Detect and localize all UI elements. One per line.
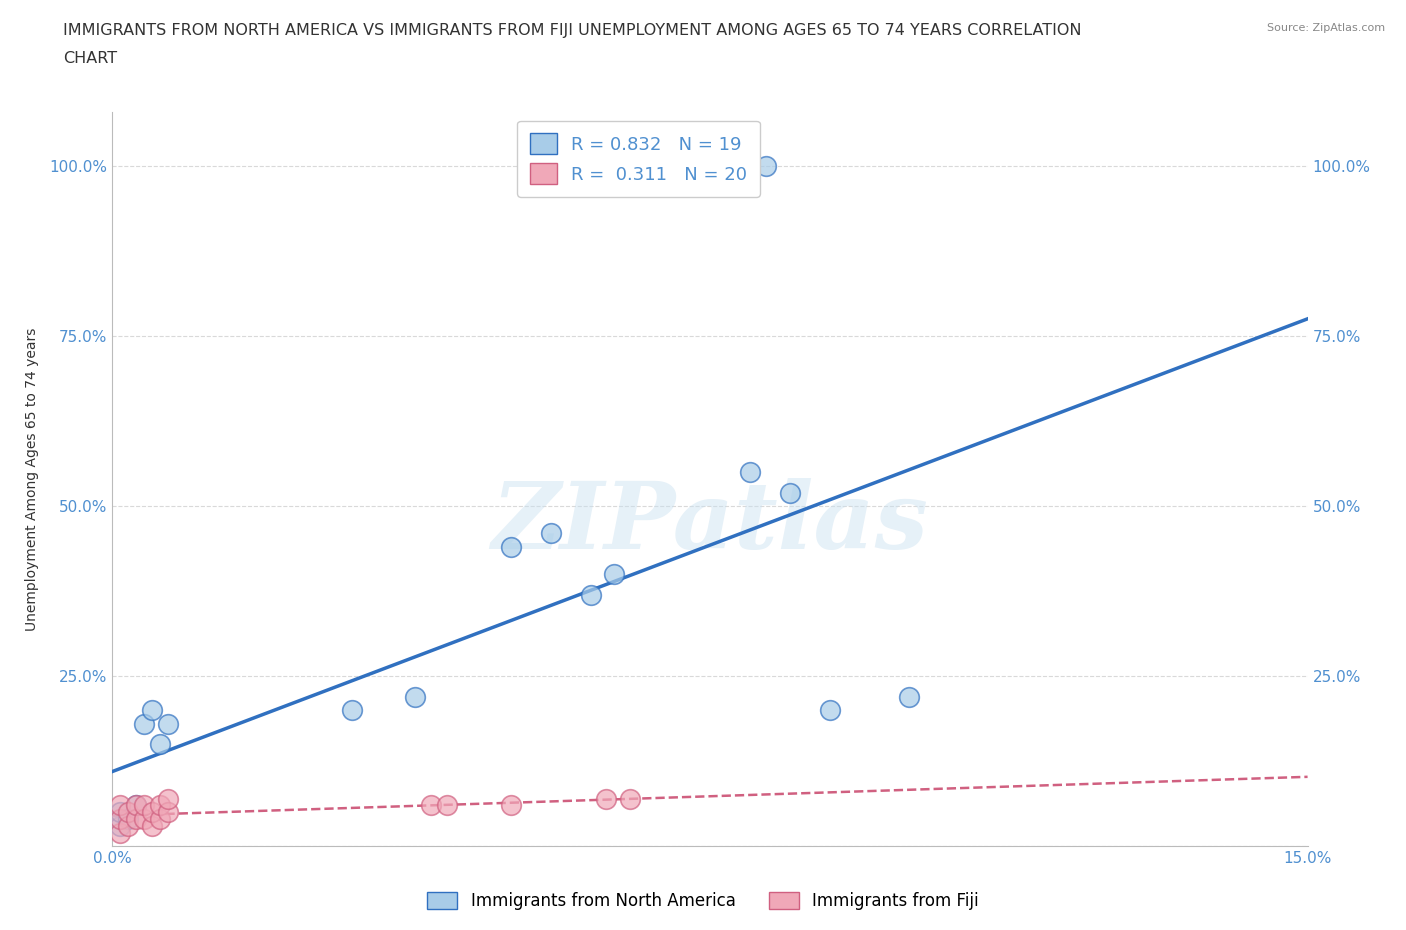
Point [125,812,148,827]
Point [149,737,172,751]
Point [898,689,921,704]
Point [738,465,761,480]
Point [595,791,617,806]
Text: IMMIGRANTS FROM NORTH AMERICA VS IMMIGRANTS FROM FIJI UNEMPLOYMENT AMONG AGES 65: IMMIGRANTS FROM NORTH AMERICA VS IMMIGRA… [63,23,1081,38]
Point [436,798,458,813]
Legend: Immigrants from North America, Immigrants from Fiji: Immigrants from North America, Immigrant… [420,885,986,917]
Point [755,159,778,174]
Point [404,689,426,704]
Point [125,798,148,813]
Point [619,791,641,806]
Point [340,703,363,718]
Point [134,798,156,813]
Point [110,812,132,827]
Point [579,587,602,602]
Point [110,818,132,833]
Point [157,804,180,819]
Point [125,798,148,813]
Point [540,526,562,541]
Text: Source: ZipAtlas.com: Source: ZipAtlas.com [1267,23,1385,33]
Y-axis label: Unemployment Among Ages 65 to 74 years: Unemployment Among Ages 65 to 74 years [24,327,38,631]
Text: CHART: CHART [63,51,117,66]
Point [117,818,139,833]
Point [779,485,801,500]
Point [818,703,841,718]
Point [110,825,132,840]
Point [141,818,163,833]
Point [420,798,443,813]
Point [134,812,156,827]
Point [499,798,522,813]
Point [141,703,163,718]
Point [117,812,139,827]
Point [110,804,132,819]
Text: ZIPatlas: ZIPatlas [492,478,928,568]
Point [603,566,626,581]
Point [110,798,132,813]
Point [149,798,172,813]
Point [117,804,139,819]
Point [499,539,522,554]
Point [134,716,156,731]
Point [157,791,180,806]
Point [157,716,180,731]
Point [149,812,172,827]
Point [141,804,163,819]
Legend: R = 0.832   N = 19, R =  0.311   N = 20: R = 0.832 N = 19, R = 0.311 N = 20 [517,121,759,196]
